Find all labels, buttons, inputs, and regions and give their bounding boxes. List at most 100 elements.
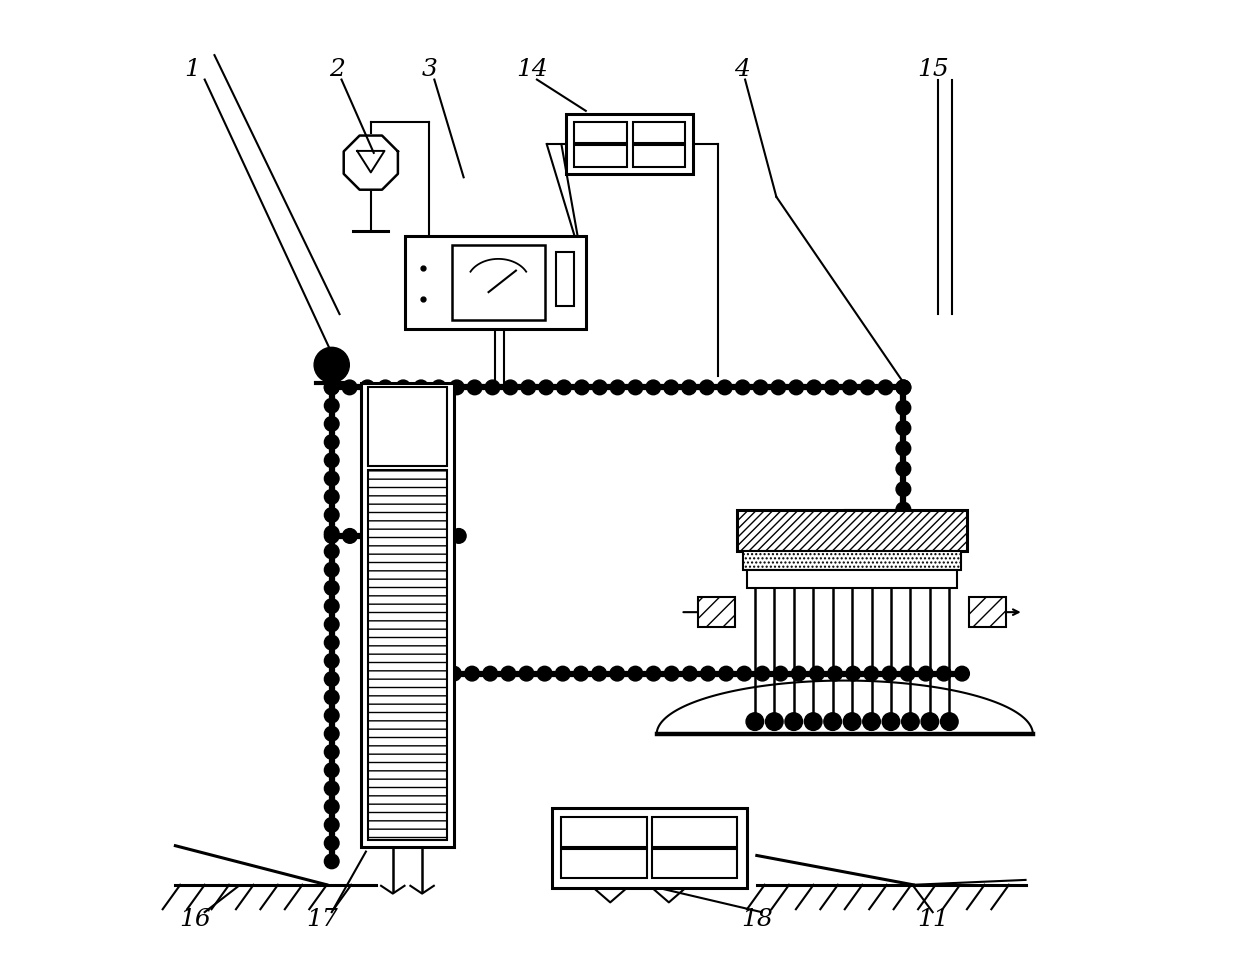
- Bar: [562, 849, 647, 878]
- Circle shape: [785, 712, 802, 730]
- Circle shape: [361, 528, 376, 543]
- Circle shape: [501, 666, 516, 681]
- Circle shape: [936, 666, 951, 681]
- Circle shape: [646, 666, 661, 681]
- Circle shape: [325, 528, 339, 543]
- Circle shape: [610, 380, 625, 395]
- Circle shape: [627, 666, 642, 681]
- Circle shape: [921, 712, 939, 730]
- Circle shape: [342, 380, 357, 395]
- Circle shape: [861, 380, 875, 395]
- Text: 16: 16: [179, 908, 211, 931]
- Circle shape: [325, 380, 339, 395]
- Bar: [562, 817, 647, 847]
- Circle shape: [432, 380, 446, 395]
- Circle shape: [451, 528, 466, 543]
- Circle shape: [414, 380, 428, 395]
- Circle shape: [325, 398, 339, 413]
- Circle shape: [396, 380, 410, 395]
- Circle shape: [682, 666, 697, 681]
- Bar: [698, 598, 735, 627]
- Circle shape: [325, 599, 339, 613]
- Circle shape: [485, 380, 500, 395]
- Bar: [552, 808, 746, 888]
- Circle shape: [827, 666, 842, 681]
- Circle shape: [325, 617, 339, 632]
- Circle shape: [379, 528, 393, 543]
- Circle shape: [342, 528, 357, 543]
- Circle shape: [842, 380, 857, 395]
- Bar: [632, 145, 686, 167]
- Circle shape: [665, 666, 680, 681]
- Circle shape: [557, 380, 572, 395]
- Circle shape: [737, 666, 751, 681]
- Circle shape: [789, 380, 804, 395]
- Circle shape: [901, 712, 919, 730]
- Circle shape: [897, 502, 910, 516]
- Circle shape: [843, 712, 861, 730]
- Circle shape: [791, 666, 806, 681]
- Circle shape: [325, 563, 339, 577]
- Circle shape: [718, 380, 732, 395]
- Circle shape: [574, 380, 589, 395]
- Text: 14: 14: [516, 58, 548, 81]
- Circle shape: [771, 380, 786, 395]
- Text: 4: 4: [734, 58, 750, 81]
- Circle shape: [325, 508, 339, 522]
- Circle shape: [325, 836, 339, 851]
- Bar: [451, 245, 544, 319]
- Circle shape: [591, 666, 606, 681]
- Circle shape: [897, 420, 910, 435]
- Bar: [557, 252, 574, 306]
- Circle shape: [878, 380, 893, 395]
- Bar: [368, 470, 448, 840]
- Circle shape: [325, 416, 339, 431]
- Circle shape: [765, 712, 784, 730]
- Bar: [738, 510, 967, 551]
- Circle shape: [897, 462, 910, 476]
- Circle shape: [882, 712, 900, 730]
- Bar: [405, 236, 585, 328]
- Circle shape: [325, 854, 339, 868]
- Circle shape: [503, 380, 517, 395]
- Circle shape: [325, 726, 339, 741]
- Circle shape: [325, 690, 339, 705]
- Circle shape: [646, 380, 661, 395]
- Circle shape: [825, 380, 839, 395]
- Circle shape: [325, 544, 339, 559]
- Circle shape: [955, 666, 970, 681]
- Circle shape: [325, 781, 339, 796]
- Circle shape: [919, 666, 932, 681]
- Circle shape: [325, 435, 339, 450]
- Bar: [743, 551, 961, 570]
- Bar: [743, 551, 961, 570]
- Circle shape: [735, 380, 750, 395]
- Bar: [738, 510, 967, 551]
- Circle shape: [882, 666, 897, 681]
- Circle shape: [325, 489, 339, 504]
- Circle shape: [810, 666, 825, 681]
- Circle shape: [446, 666, 461, 681]
- Bar: [632, 122, 686, 143]
- Circle shape: [465, 666, 480, 681]
- Circle shape: [863, 712, 880, 730]
- Circle shape: [314, 347, 350, 382]
- Circle shape: [325, 745, 339, 760]
- Bar: [652, 849, 738, 878]
- Polygon shape: [175, 846, 376, 885]
- Circle shape: [574, 666, 588, 681]
- Circle shape: [325, 671, 339, 686]
- Circle shape: [467, 380, 482, 395]
- Bar: [746, 570, 957, 588]
- Circle shape: [663, 380, 678, 395]
- Circle shape: [556, 666, 570, 681]
- Circle shape: [325, 580, 339, 595]
- Circle shape: [610, 666, 625, 681]
- Circle shape: [846, 666, 861, 681]
- Circle shape: [482, 666, 497, 681]
- Text: 3: 3: [422, 58, 438, 81]
- Circle shape: [699, 380, 714, 395]
- Circle shape: [325, 453, 339, 467]
- Circle shape: [805, 712, 822, 730]
- Circle shape: [753, 380, 768, 395]
